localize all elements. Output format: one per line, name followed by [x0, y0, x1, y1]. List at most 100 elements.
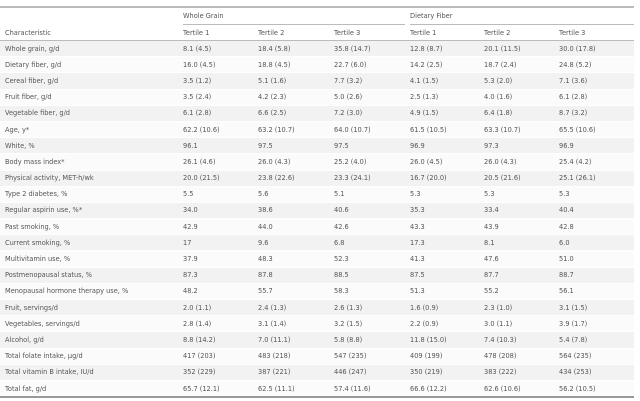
table-cell: 20.1 (11.5)	[479, 40, 555, 58]
table-cell: 57.4 (11.6)	[329, 380, 406, 398]
table-cell: 5.1	[329, 186, 406, 203]
table-cell: 434 (253)	[554, 364, 635, 381]
table-cell: 48.2	[178, 283, 253, 301]
table-cell: 5.1 (1.6)	[253, 72, 329, 90]
table-cell: 34.0	[178, 202, 253, 220]
column-header: Tertile 2	[479, 25, 555, 41]
table-row: Dietary fiber, g/d 16.0 (4.5) 18.8 (4.5) 22…	[0, 56, 635, 74]
row-label: Total vitamin B intake, IU/d	[0, 364, 178, 381]
table-cell: 51.3	[405, 283, 480, 301]
column-header: Tertile 3	[329, 25, 406, 41]
table-cell: 3.5 (1.2)	[178, 72, 253, 90]
table-cell: 11.8 (15.0)	[405, 331, 480, 349]
table-row: Multivitamin use, % 37.9 48.3 52.3 41.3 47.6 5…	[0, 250, 635, 268]
table-cell: 4.2 (2.3)	[253, 89, 329, 106]
table-cell: 6.4 (1.8)	[479, 105, 555, 122]
table-cell: 51.0	[554, 250, 635, 268]
table-row: Menopausal hormone therapy use, % 48.2 55.…	[0, 283, 635, 301]
table-cell: 38.6	[253, 202, 329, 220]
table-cell: 48.3	[253, 250, 329, 268]
table-cell: 5.0 (2.6)	[329, 89, 406, 106]
table-cell: 8.8 (14.2)	[178, 331, 253, 349]
table-cell: 6.1 (2.8)	[554, 89, 635, 106]
row-label: Total folate intake, µg/d	[0, 348, 178, 365]
table-cell: 43.3	[405, 218, 480, 236]
table-cell: 9.6	[253, 234, 329, 252]
table-row: Fruit, servings/d 2.0 (1.1) 2.4 (1.3) 2.6 (…	[0, 299, 635, 317]
row-label: Vegetables, servings/d	[0, 315, 178, 333]
row-label: White, %	[0, 137, 178, 155]
table-cell: 8.1 (4.5)	[178, 40, 253, 58]
row-label: Total fat, g/d	[0, 380, 178, 398]
table-cell: 20.0 (21.5)	[178, 170, 253, 187]
table-cell: 42.8	[554, 218, 635, 236]
table-cell: 483 (218)	[253, 348, 329, 365]
table-cell: 40.4	[554, 202, 635, 220]
table-cell: 5.4 (7.8)	[554, 331, 635, 349]
row-label: Fruit fiber, g/d	[0, 89, 178, 106]
table-cell: 16.0 (4.5)	[178, 56, 253, 74]
table-cell: 2.6 (1.3)	[329, 299, 406, 317]
row-label: Menopausal hormone therapy use, %	[0, 283, 178, 301]
table-cell: 55.2	[479, 283, 555, 301]
table-row: Age, y* 62.2 (10.6) 63.2 (10.7) 64.0 (10.7)…	[0, 121, 635, 139]
table-cell: 3.2 (1.5)	[329, 315, 406, 333]
row-label: Current smoking, %	[0, 234, 178, 252]
table-cell: 23.8 (22.6)	[253, 170, 329, 187]
table-row: Total vitamin B intake, IU/d 352 (229) 387…	[0, 364, 635, 381]
table-cell: 96.9	[405, 137, 480, 155]
table-cell: 87.8	[253, 267, 329, 284]
table-cell: 5.6	[253, 186, 329, 203]
table-cell: 7.2 (3.0)	[329, 105, 406, 122]
table-cell: 58.3	[329, 283, 406, 301]
table-cell: 63.3 (10.7)	[479, 121, 555, 139]
column-header: Tertile 1	[405, 25, 480, 41]
table-cell: 30.0 (17.8)	[554, 40, 635, 58]
table-cell: 66.6 (12.2)	[405, 380, 480, 398]
table-cell: 350 (219)	[405, 364, 480, 381]
table-cell: 35.8 (14.7)	[329, 40, 406, 58]
table-cell: 2.0 (1.1)	[178, 299, 253, 317]
table-cell: 88.5	[329, 267, 406, 284]
table-cell: 62.2 (10.6)	[178, 121, 253, 139]
table-row: Alcohol, g/d 8.8 (14.2) 7.0 (11.1) 5.8 (8.8…	[0, 331, 635, 349]
table-cell: 2.4 (1.3)	[253, 299, 329, 317]
table-cell: 5.5	[178, 186, 253, 203]
table-cell: 16.7 (20.0)	[405, 170, 480, 187]
table-cell: 24.8 (5.2)	[554, 56, 635, 74]
table-body: Whole grain, g/d 8.1 (4.5) 18.4 (5.8) 35.8 …	[0, 40, 635, 398]
table-cell: 387 (221)	[253, 364, 329, 381]
table-cell: 62.6 (10.6)	[479, 380, 555, 398]
table-cell: 18.8 (4.5)	[253, 56, 329, 74]
empty-header-cell	[0, 7, 178, 25]
table-cell: 96.9	[554, 137, 635, 155]
table-cell: 2.3 (1.0)	[479, 299, 555, 317]
table-cell: 23.3 (24.1)	[329, 170, 406, 187]
table-cell: 5.3	[554, 186, 635, 203]
table-cell: 52.3	[329, 250, 406, 268]
table-cell: 17	[178, 234, 253, 252]
table-row: Physical activity, MET-h/wk 20.0 (21.5) 23…	[0, 170, 635, 187]
table-row: Body mass index* 26.1 (4.6) 26.0 (4.3) 25.2…	[0, 153, 635, 171]
table-cell: 6.0	[554, 234, 635, 252]
table-cell: 44.0	[253, 218, 329, 236]
table-row: Regular aspirin use, %* 34.0 38.6 40.6 35.3 3…	[0, 202, 635, 220]
table-cell: 6.8	[329, 234, 406, 252]
table-cell: 18.4 (5.8)	[253, 40, 329, 58]
table-cell: 383 (222)	[479, 364, 555, 381]
table-cell: 8.1	[479, 234, 555, 252]
table-cell: 26.0 (4.3)	[253, 153, 329, 171]
table-row: Fruit fiber, g/d 3.5 (2.4) 4.2 (2.3) 5.0 (2…	[0, 89, 635, 106]
table-cell: 2.2 (0.9)	[405, 315, 480, 333]
table-row: Total folate intake, µg/d 417 (203) 483 (2…	[0, 348, 635, 365]
table-cell: 61.5 (10.5)	[405, 121, 480, 139]
table-cell: 33.4	[479, 202, 555, 220]
table-row: Type 2 diabetes, % 5.5 5.6 5.1 5.3 5.3 5.3	[0, 186, 635, 203]
table-cell: 4.1 (1.5)	[405, 72, 480, 90]
table-cell: 5.3 (2.0)	[479, 72, 555, 90]
table-cell: 564 (235)	[554, 348, 635, 365]
table-cell: 8.7 (3.2)	[554, 105, 635, 122]
table-cell: 3.0 (1.1)	[479, 315, 555, 333]
row-label: Regular aspirin use, %*	[0, 202, 178, 220]
table-cell: 26.1 (4.6)	[178, 153, 253, 171]
